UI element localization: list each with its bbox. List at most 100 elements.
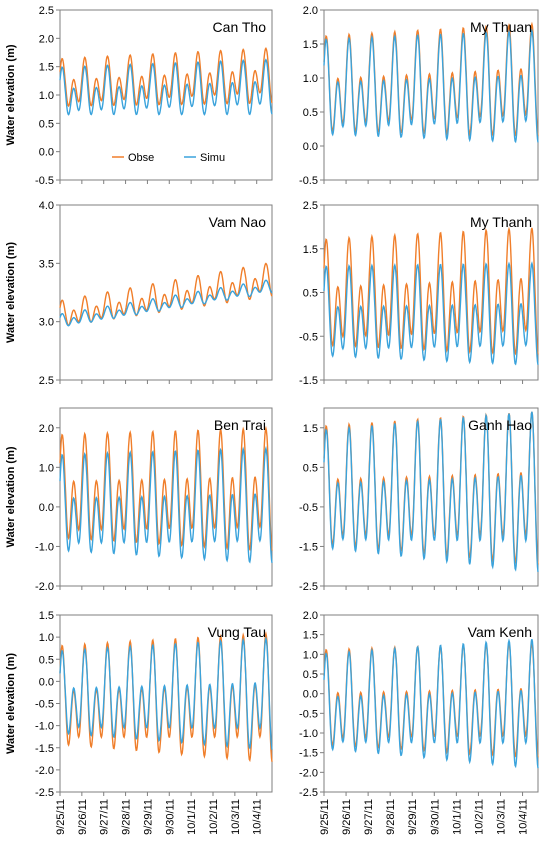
y-tick-label: 0.5 xyxy=(303,462,318,474)
x-tick-label: 10/1/11 xyxy=(186,799,198,835)
x-tick-label: 10/2/11 xyxy=(473,799,485,835)
panel-vam-kenh: 2.0 1.5 1.0 0.5 0.0 -0.5 -1.0 -1.5 -2.0 -2.5 Vam K… xyxy=(299,610,539,799)
y-tick-label: 1.5 xyxy=(303,39,318,51)
y-tick-label: -1.5 xyxy=(299,748,318,760)
y-axis-label: Water elevation (m) xyxy=(5,242,17,343)
series-line-simu xyxy=(59,445,273,564)
y-tick-label: 0.5 xyxy=(39,118,54,130)
panel-can-tho: 2.5 2.0 1.5 1.0 0.5 0.0 -0.5 Can Tho Water eleva… xyxy=(5,5,273,187)
y-tick-label: -0.5 xyxy=(35,175,54,187)
y-tick-label: 2.0 xyxy=(303,5,318,17)
y-tick-label: -2.0 xyxy=(35,581,54,593)
y-tick-label: -0.5 xyxy=(299,331,318,343)
y-axis-label: Water elevation (m) xyxy=(5,44,17,145)
panel-my-thuan: 2.0 1.5 1.0 0.5 0.0 -0.5 My Thuan xyxy=(299,5,539,187)
station-title: Ben Trai xyxy=(214,417,266,433)
legend-label-simu: Simu xyxy=(200,152,225,164)
station-title: My Thuan xyxy=(470,19,532,35)
series-line-simu xyxy=(323,261,539,366)
station-title: Vam Nao xyxy=(209,214,267,230)
y-tick-label: -1.0 xyxy=(35,541,54,553)
x-tick-label: 10/3/11 xyxy=(495,799,507,835)
x-tick-label: 9/27/11 xyxy=(363,799,375,835)
y-tick-label: 0.0 xyxy=(303,689,318,701)
x-tick-label: 9/30/11 xyxy=(164,799,176,835)
y-tick-label: 1.0 xyxy=(303,649,318,661)
y-tick-label: 2.5 xyxy=(39,375,54,387)
x-tick-label: 9/27/11 xyxy=(99,799,111,835)
x-tick-label: 9/28/11 xyxy=(121,799,133,835)
x-tick-label: 9/25/11 xyxy=(319,799,331,835)
station-title: Vam Kenh xyxy=(468,624,532,640)
x-tick-label: 10/1/11 xyxy=(451,799,463,835)
series-line-obse xyxy=(59,47,273,108)
y-tick-label: 4.0 xyxy=(39,200,54,212)
y-tick-label: -2.5 xyxy=(299,787,318,799)
plot-frame xyxy=(59,407,273,587)
y-tick-label: 0.5 xyxy=(303,107,318,119)
y-tick-label: -1.0 xyxy=(299,728,318,740)
y-tick-label: -2.0 xyxy=(299,767,318,779)
legend: Obse Simu xyxy=(112,152,225,164)
y-tick-label: -0.5 xyxy=(35,699,54,711)
x-tick-label: 10/2/11 xyxy=(208,799,220,835)
panel-ben-trai: 2.0 1.0 0.0 -1.0 -2.0 Ben Trai Water elevation… xyxy=(5,407,273,593)
y-tick-label: -0.5 xyxy=(299,502,318,514)
y-tick-label: 1.5 xyxy=(39,62,54,74)
y-tick-label: 1.0 xyxy=(39,632,54,644)
y-tick-label: -2.0 xyxy=(35,765,54,777)
series-line-simu xyxy=(323,411,539,572)
station-title: Ganh Hao xyxy=(468,417,532,433)
y-tick-label: 1.5 xyxy=(39,610,54,622)
y-tick-label: -1.0 xyxy=(35,721,54,733)
series-line-simu xyxy=(59,636,273,750)
y-tick-label: -1.5 xyxy=(299,375,318,387)
series-line-simu xyxy=(323,28,539,144)
y-tick-label: 0.0 xyxy=(39,147,54,159)
plot-frame xyxy=(323,9,539,181)
y-tick-label: -2.5 xyxy=(299,581,318,593)
panel-my-thanh: 2.5 1.5 0.5 -0.5 -1.5 My Thanh xyxy=(299,200,539,387)
x-tick-label: 9/26/11 xyxy=(341,799,353,835)
y-tick-label: 0.5 xyxy=(303,669,318,681)
series-line-simu xyxy=(59,279,273,327)
y-tick-label: 2.5 xyxy=(39,5,54,17)
y-tick-label: -0.5 xyxy=(299,708,318,720)
series-line-obse xyxy=(323,226,539,356)
panel-vam-nao: 4.0 3.5 3.0 2.5 Vam Nao Water elevation (m) xyxy=(5,200,273,387)
y-tick-label: -1.5 xyxy=(299,541,318,553)
series-line-simu xyxy=(59,58,273,116)
y-tick-label: 1.5 xyxy=(303,630,318,642)
y-tick-label: 0.5 xyxy=(303,288,318,300)
legend-label-obse: Obse xyxy=(128,152,154,164)
y-tick-label: 2.0 xyxy=(39,423,54,435)
y-tick-label: 1.0 xyxy=(303,73,318,85)
station-title: Can Tho xyxy=(213,19,267,35)
series-line-obse xyxy=(59,425,273,552)
y-tick-label: 3.0 xyxy=(39,317,54,329)
x-tick-label: 9/25/11 xyxy=(55,799,67,835)
y-tick-label: 0.5 xyxy=(39,654,54,666)
y-tick-label: 2.5 xyxy=(303,200,318,212)
station-title: Vung Tau xyxy=(208,624,266,640)
series-line-simu xyxy=(323,638,539,769)
y-axis-label: Water elevation (m) xyxy=(5,446,17,547)
x-tick-label: 10/4/11 xyxy=(518,799,530,835)
panel-ganh-hao: 1.5 0.5 -0.5 -1.5 -2.5 Ganh Hao xyxy=(299,407,539,593)
plot-frame xyxy=(323,407,539,587)
y-tick-label: 0.0 xyxy=(39,502,54,514)
x-tick-label: 9/29/11 xyxy=(142,799,154,835)
panel-vung-tau: 1.5 1.0 0.5 0.0 -0.5 -1.0 -1.5 -2.0 -2.5 Vung Tau… xyxy=(5,610,273,799)
y-axis-label: Water elevation (m) xyxy=(5,653,17,754)
station-title: My Thanh xyxy=(470,214,532,230)
y-tick-label: 1.5 xyxy=(303,423,318,435)
y-tick-label: -0.5 xyxy=(299,175,318,187)
x-tick-label: 9/29/11 xyxy=(407,799,419,835)
y-tick-label: 2.0 xyxy=(303,610,318,622)
x-tick-label: 10/3/11 xyxy=(230,799,242,835)
y-tick-label: 2.0 xyxy=(39,33,54,45)
x-tick-label: 9/26/11 xyxy=(77,799,89,835)
x-tick-label: 9/30/11 xyxy=(429,799,441,835)
